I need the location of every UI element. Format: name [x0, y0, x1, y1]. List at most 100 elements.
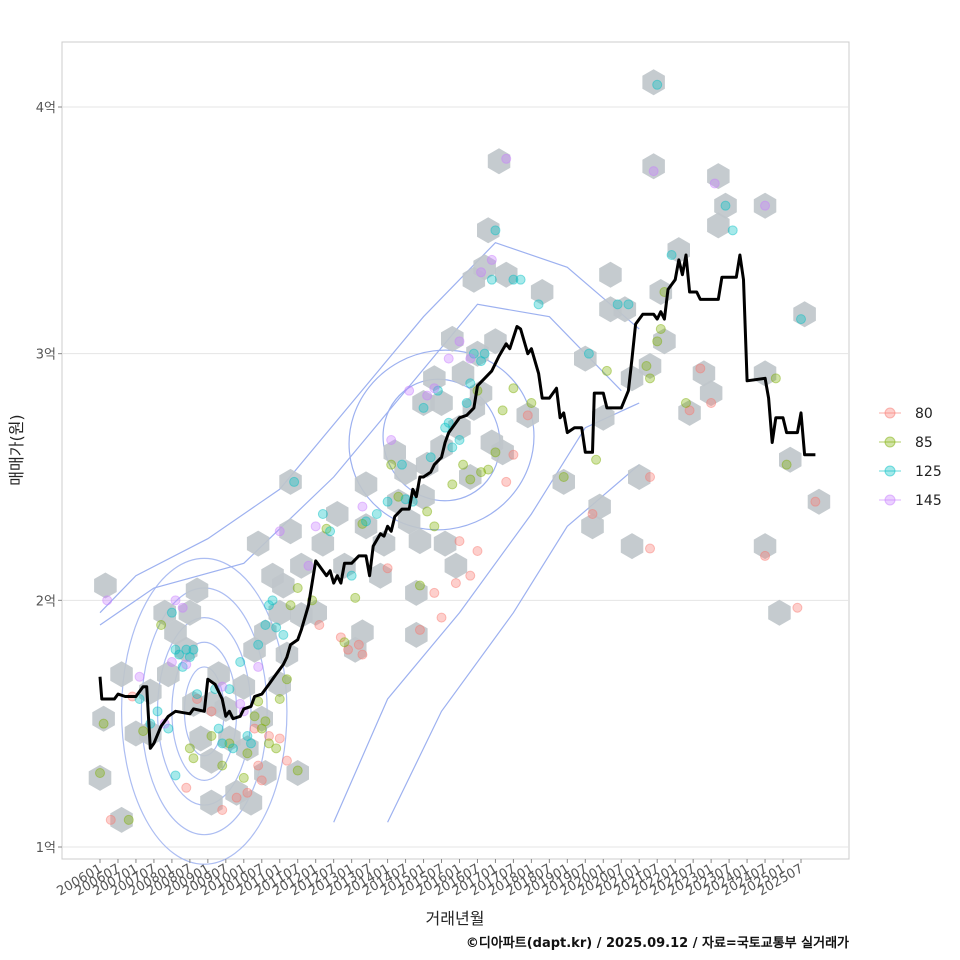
point-85 [249, 711, 260, 722]
point-145 [102, 595, 113, 606]
point-85 [156, 620, 167, 630]
point-85 [680, 398, 691, 408]
point-145 [310, 521, 321, 532]
hex-bin [326, 501, 349, 527]
hex-bin [678, 399, 701, 426]
point-125 [170, 770, 181, 781]
point-85 [447, 479, 458, 490]
hex-bin [408, 528, 432, 555]
point-145 [357, 501, 368, 512]
density-contour [99, 242, 640, 614]
point-125 [612, 299, 623, 310]
hex-bin [574, 345, 597, 372]
hex-bin [552, 468, 575, 495]
hex-bin [430, 390, 453, 416]
point-80 [181, 782, 192, 793]
point-145 [429, 383, 440, 394]
hex-bin [487, 148, 511, 175]
hex-bin [423, 365, 446, 392]
point-85 [655, 324, 666, 334]
hex-bin [351, 619, 374, 646]
point-145 [177, 602, 188, 613]
point-125 [224, 684, 235, 695]
hex-bin [484, 328, 507, 355]
point-80 [792, 602, 803, 613]
point-80 [508, 449, 519, 460]
point-125 [396, 459, 407, 470]
hex-bin [250, 705, 273, 732]
hex-bin [473, 254, 496, 281]
point-85 [483, 464, 494, 475]
hex-bin [200, 747, 223, 774]
hex-bin [444, 552, 468, 579]
hex-bin [459, 464, 482, 490]
point-125 [213, 723, 224, 734]
point-125 [440, 422, 451, 433]
point-125 [476, 356, 487, 367]
y-tick-label: 2억 [36, 594, 56, 609]
point-80 [343, 644, 354, 655]
y-axis-title: 매매가(원) [7, 414, 26, 485]
hex-bin [394, 459, 417, 486]
point-80 [335, 632, 346, 643]
density-contour [99, 303, 622, 626]
point-125 [443, 417, 454, 428]
hex-bin [268, 599, 291, 626]
point-125 [317, 509, 328, 519]
point-85 [558, 472, 569, 482]
point-85 [292, 765, 303, 776]
point-80 [695, 363, 706, 374]
point-125 [325, 526, 336, 537]
point-85 [386, 459, 397, 470]
point-85 [601, 365, 612, 376]
point-85 [256, 723, 267, 734]
hex-bin [110, 661, 133, 688]
point-125 [418, 402, 429, 413]
hex-bin [405, 621, 428, 648]
point-125 [253, 639, 264, 650]
hex-bin [175, 636, 198, 663]
point-125 [217, 738, 228, 749]
point-85 [206, 731, 217, 741]
point-145 [170, 595, 181, 606]
hex-bin [638, 353, 662, 379]
point-145 [454, 336, 465, 347]
point-145 [476, 267, 487, 278]
hex-bin [92, 705, 115, 732]
hex-bin [642, 153, 665, 180]
hex-bin [236, 735, 259, 762]
point-125 [508, 274, 519, 285]
point-85 [497, 405, 508, 416]
hex-bin [699, 380, 723, 407]
point-80 [206, 706, 217, 717]
point-145 [386, 435, 397, 445]
point-85 [260, 716, 271, 727]
hex-bin [243, 636, 266, 663]
legend-label-80: 80 [915, 406, 933, 422]
hex-bin [793, 301, 816, 328]
hex-bin [613, 296, 637, 323]
point-145 [465, 353, 476, 364]
legend-key-145 [884, 494, 896, 506]
point-85 [217, 760, 228, 771]
point-125 [170, 644, 181, 655]
hex-bin [304, 599, 327, 626]
median-line [98, 253, 816, 750]
point-80 [429, 587, 440, 598]
point-85 [591, 454, 602, 465]
point-80 [645, 543, 656, 554]
point-125 [184, 652, 195, 663]
point-80 [217, 805, 228, 815]
point-145 [181, 659, 192, 670]
hex-bin [369, 562, 392, 589]
point-145 [486, 254, 497, 265]
point-85 [292, 583, 303, 593]
point-85 [321, 523, 332, 534]
legend: 80 85 125 145 [879, 406, 942, 509]
y-tick-label: 1억 [36, 841, 56, 856]
point-80 [382, 563, 393, 574]
hex-bin [451, 360, 475, 387]
point-85 [458, 459, 469, 470]
point-125 [454, 435, 465, 445]
hex-bin [189, 725, 212, 752]
